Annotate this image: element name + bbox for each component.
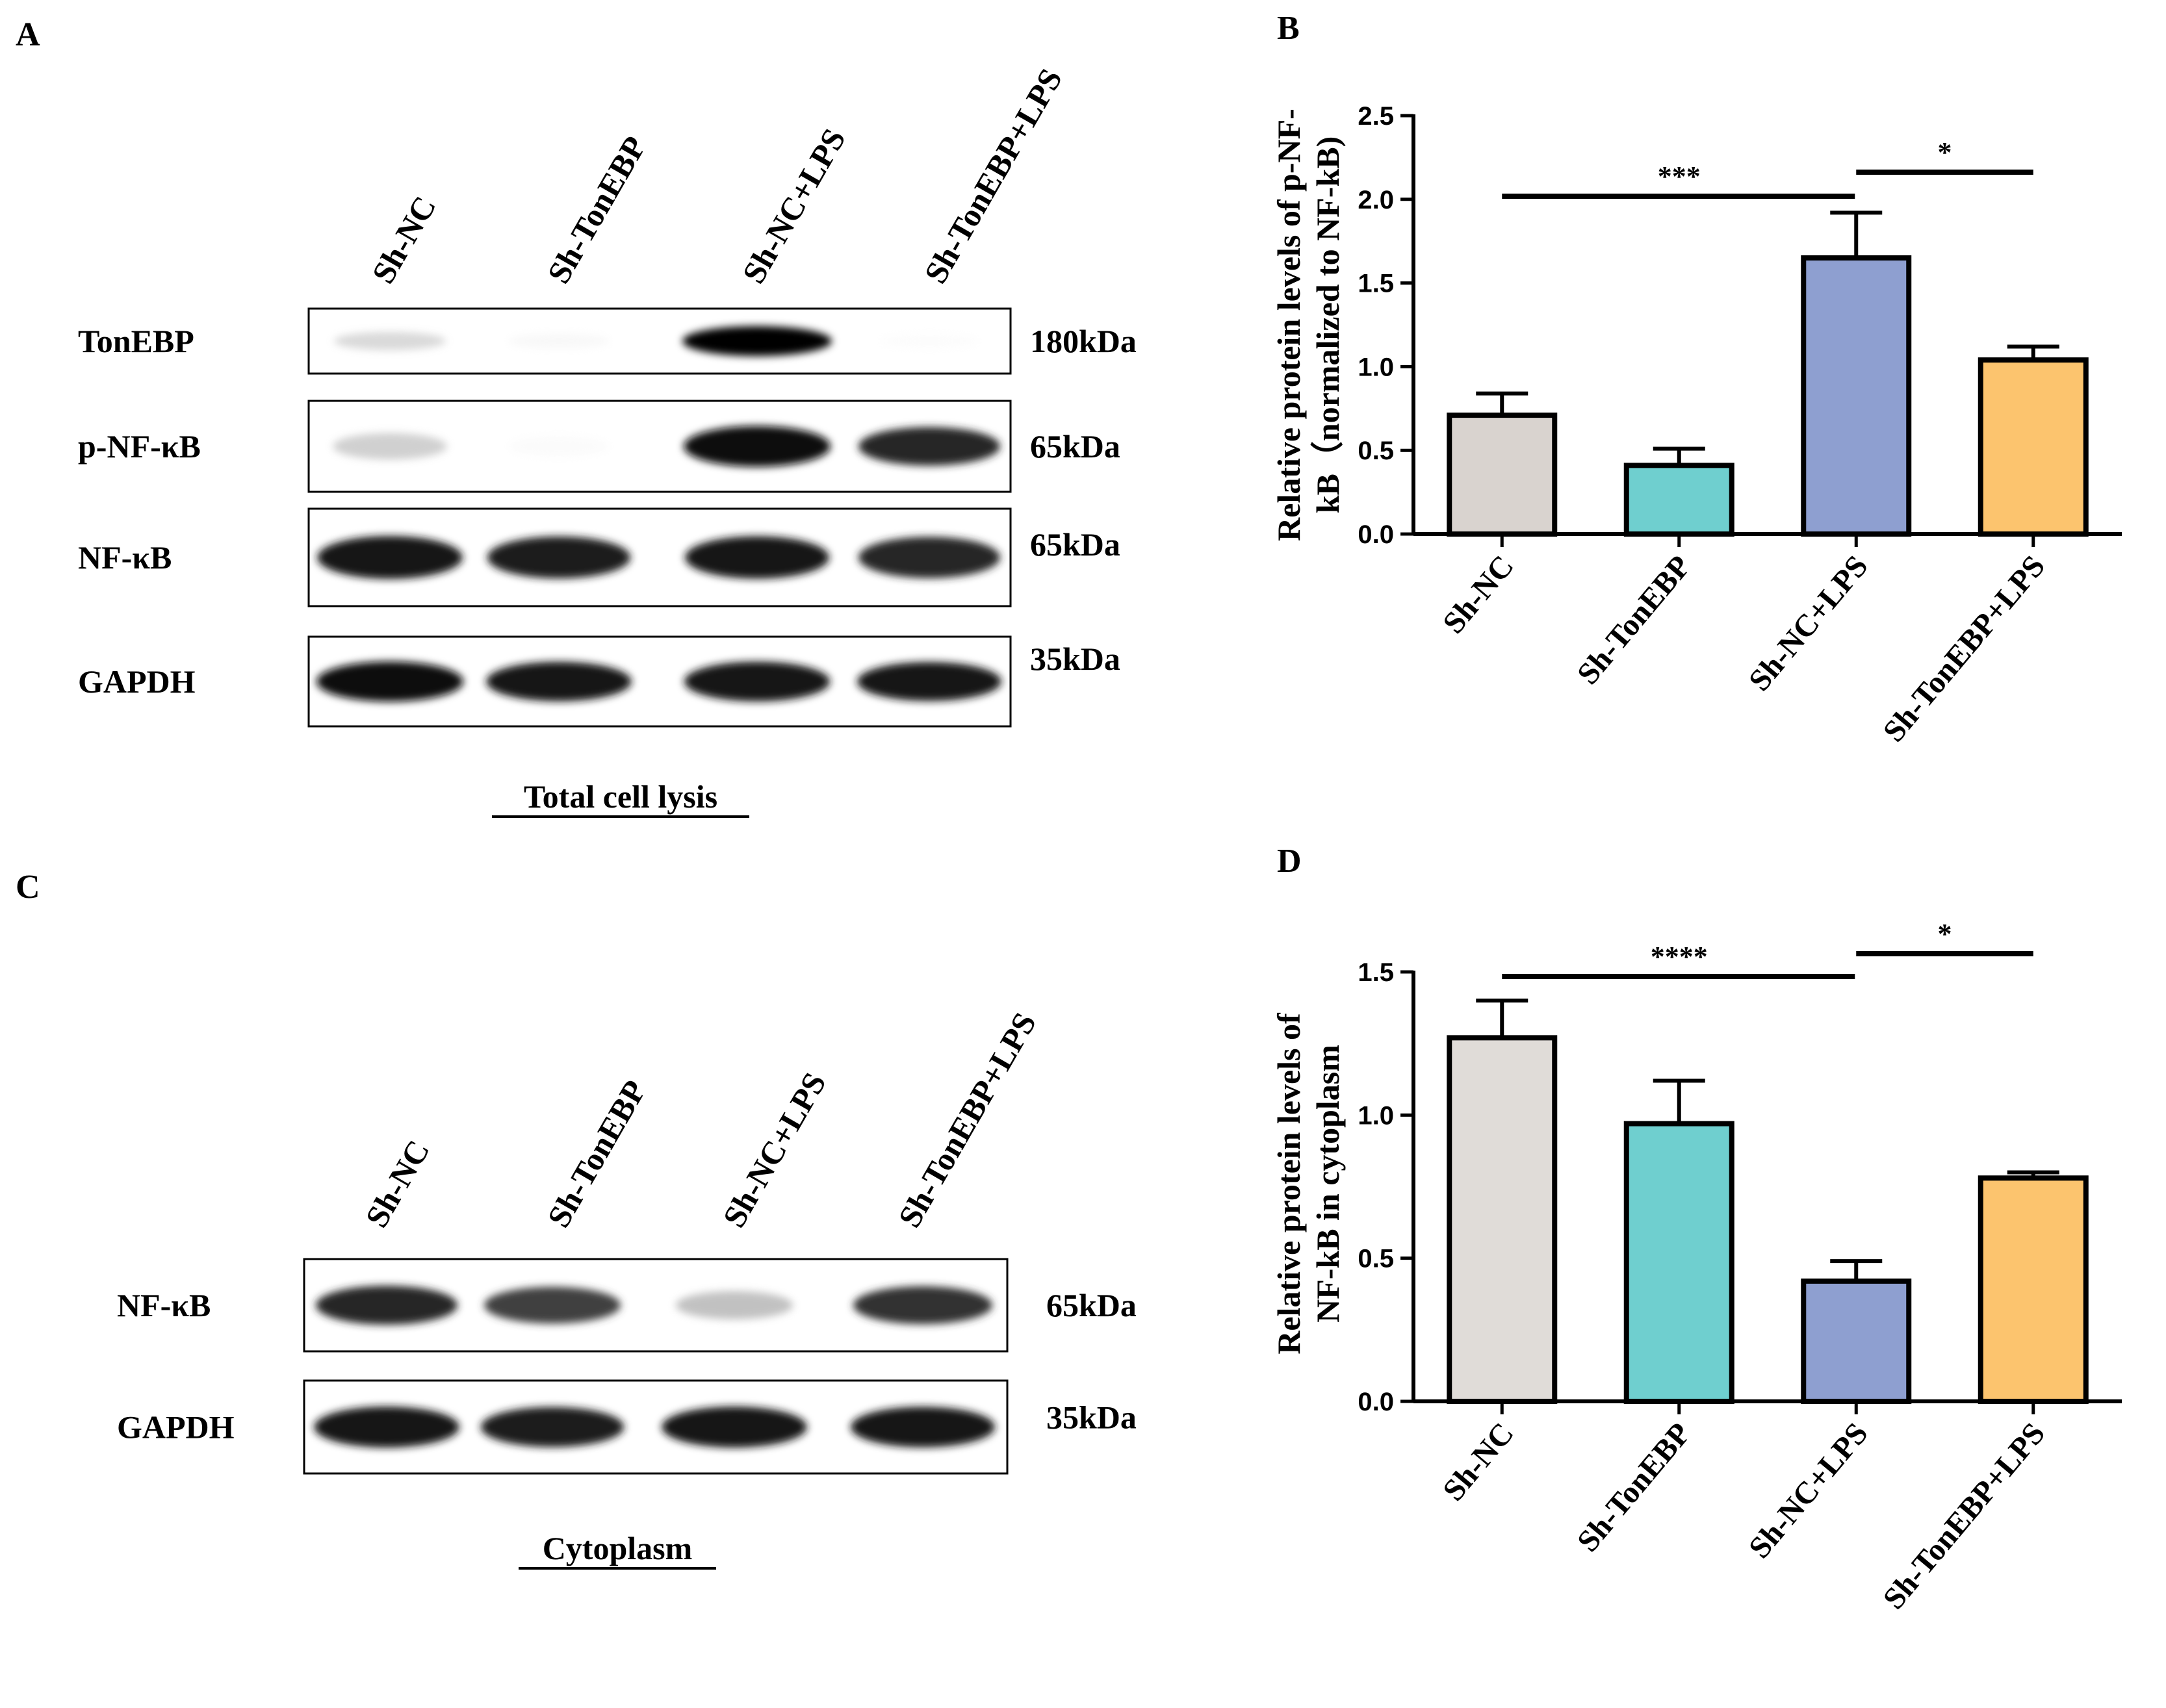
y-tick-label: 1.5 bbox=[1358, 958, 1394, 987]
blot-band bbox=[858, 537, 1000, 578]
lane-label-sh-tonebp: Sh-TonEBP bbox=[540, 130, 653, 289]
bar-sh-nc bbox=[1447, 1035, 1558, 1405]
y-axis-title: NF-kB in cytoplasm bbox=[1309, 1045, 1346, 1323]
y-tick-label: 0.0 bbox=[1358, 520, 1394, 549]
lane-label-sh-nc-lps: Sh-NC+LPS bbox=[735, 122, 853, 289]
y-tick-label: 1.5 bbox=[1358, 270, 1394, 298]
blot-band bbox=[480, 1407, 625, 1447]
protein-label: p-NF-κB bbox=[78, 428, 201, 465]
blot-band bbox=[684, 426, 831, 467]
blot-band bbox=[857, 661, 1001, 702]
y-axis-title: kB（normalized to NF-kB) bbox=[1309, 136, 1346, 514]
blot-band bbox=[487, 536, 631, 579]
lane-label-sh-tonebp-lps: Sh-TonEBP+LPS bbox=[891, 1006, 1043, 1234]
y-tick-label: 0.5 bbox=[1358, 1245, 1394, 1273]
lane-label-sh-tonebp: Sh-TonEBP bbox=[540, 1074, 653, 1233]
molecular-weight-label: 65kDa bbox=[1046, 1287, 1137, 1323]
blot-band bbox=[317, 535, 463, 580]
lane-label-sh-nc: Sh-NC bbox=[358, 1134, 437, 1233]
blot-panel-a: A Sh-NC Sh-TonEBP Sh-NC+LPS Sh-TonEBP+LPS T… bbox=[16, 16, 1137, 818]
blot-band bbox=[333, 433, 447, 460]
y-tick-label: 1.0 bbox=[1358, 1101, 1394, 1130]
bar-sh-tonebp bbox=[1623, 1121, 1734, 1404]
y-axis-title: Relative protein levels of p-NF- bbox=[1270, 108, 1307, 541]
blot-band bbox=[675, 1291, 793, 1319]
caption-cytoplasm: Cytoplasm bbox=[543, 1530, 693, 1566]
y-tick-label: 2.5 bbox=[1358, 102, 1394, 131]
lane-label-sh-tonebp-lps: Sh-TonEBP+LPS bbox=[917, 62, 1069, 290]
bar-sh-nc bbox=[1447, 413, 1558, 537]
bar-sh-tonebp-lps bbox=[1978, 357, 2089, 537]
blot-row-tonebp: TonEBP 180kDa bbox=[78, 307, 1137, 375]
blot-band bbox=[858, 427, 1000, 466]
protein-label: GAPDH bbox=[117, 1409, 235, 1446]
protein-label: GAPDH bbox=[78, 663, 196, 700]
blot-band bbox=[484, 1286, 621, 1324]
x-category-label: Sh-TonEBP bbox=[1571, 1416, 1698, 1559]
blot-band bbox=[682, 325, 832, 357]
blot-band bbox=[508, 333, 610, 349]
blot-panel-c: C Sh-NC Sh-TonEBP Sh-NC+LPS Sh-TonEBP+LPS N… bbox=[16, 869, 1137, 1570]
lane-label-sh-nc-lps: Sh-NC+LPS bbox=[716, 1066, 833, 1233]
molecular-weight-label: 180kDa bbox=[1030, 323, 1137, 359]
blot-band bbox=[316, 1285, 458, 1325]
significance-label: * bbox=[1938, 918, 1952, 950]
panel-letter-d: D bbox=[1277, 843, 1302, 880]
bar-sh-nc-lps bbox=[1801, 1278, 1912, 1405]
blot-band bbox=[333, 331, 446, 351]
molecular-weight-label: 35kDa bbox=[1030, 641, 1120, 677]
blot-band bbox=[486, 661, 632, 702]
blot-row-p-nf-b: p-NF-κB 65kDa bbox=[78, 400, 1120, 493]
panel-letter-b: B bbox=[1277, 10, 1300, 47]
x-category-label: Sh-NC+LPS bbox=[1742, 549, 1875, 698]
bar-sh-nc-lps bbox=[1801, 255, 1912, 537]
x-category-label: Sh-TonEBP+LPS bbox=[1876, 1416, 2052, 1616]
x-category-label: Sh-TonEBP bbox=[1571, 549, 1698, 691]
molecular-weight-label: 65kDa bbox=[1030, 428, 1120, 465]
blot-band bbox=[509, 436, 609, 457]
molecular-weight-label: 35kDa bbox=[1046, 1399, 1137, 1436]
molecular-weight-label: 65kDa bbox=[1030, 526, 1120, 563]
x-category-label: Sh-TonEBP+LPS bbox=[1876, 549, 2052, 748]
protein-label: NF-κB bbox=[117, 1287, 211, 1323]
blot-band bbox=[853, 1286, 992, 1325]
bar-chart-d: D 0.0 0.5 1.0 1.5 Relative protein levels of N… bbox=[1270, 843, 2122, 1616]
x-category-label: Sh-NC+LPS bbox=[1742, 1416, 1875, 1565]
x-category-label: Sh-NC bbox=[1436, 1416, 1521, 1507]
x-category-label: Sh-NC bbox=[1436, 549, 1521, 640]
blot-band bbox=[684, 661, 831, 702]
y-axis-title: Relative protein levels of bbox=[1270, 1012, 1307, 1355]
blot-band bbox=[314, 1406, 459, 1448]
blot-row-gapdh: GAPDH 35kDa bbox=[78, 635, 1120, 728]
y-tick-label: 0.0 bbox=[1358, 1388, 1394, 1416]
y-tick-label: 0.5 bbox=[1358, 437, 1394, 465]
blot-row-gapdh: GAPDH 35kDa bbox=[117, 1379, 1137, 1475]
panel-letter-a: A bbox=[16, 16, 40, 53]
blot-row-nf-b: NF-κB 65kDa bbox=[117, 1258, 1137, 1353]
significance-label: *** bbox=[1658, 160, 1701, 192]
blot-band bbox=[316, 661, 463, 702]
y-tick-label: 2.0 bbox=[1358, 186, 1394, 214]
lane-label-sh-nc: Sh-NC bbox=[365, 190, 443, 289]
bar-sh-tonebp-lps bbox=[1978, 1175, 2089, 1405]
protein-label: TonEBP bbox=[78, 323, 194, 359]
bar-chart-b: B 0.0 0.5 1.0 1.5 2.0 2.5 Relative protein leve… bbox=[1270, 10, 2122, 748]
blot-band bbox=[851, 1407, 995, 1447]
protein-label: NF-κB bbox=[78, 539, 172, 576]
significance-label: * bbox=[1938, 136, 1952, 168]
caption-total-cell-lysis: Total cell lysis bbox=[524, 778, 717, 815]
blot-band bbox=[662, 1406, 807, 1448]
bar-sh-tonebp bbox=[1623, 463, 1734, 537]
y-tick-label: 1.0 bbox=[1358, 353, 1394, 381]
blot-band bbox=[879, 333, 979, 349]
panel-letter-c: C bbox=[16, 869, 40, 906]
significance-label: **** bbox=[1651, 941, 1708, 973]
blot-band bbox=[685, 536, 829, 579]
blot-row-nf-b: NF-κB 65kDa bbox=[78, 507, 1120, 607]
